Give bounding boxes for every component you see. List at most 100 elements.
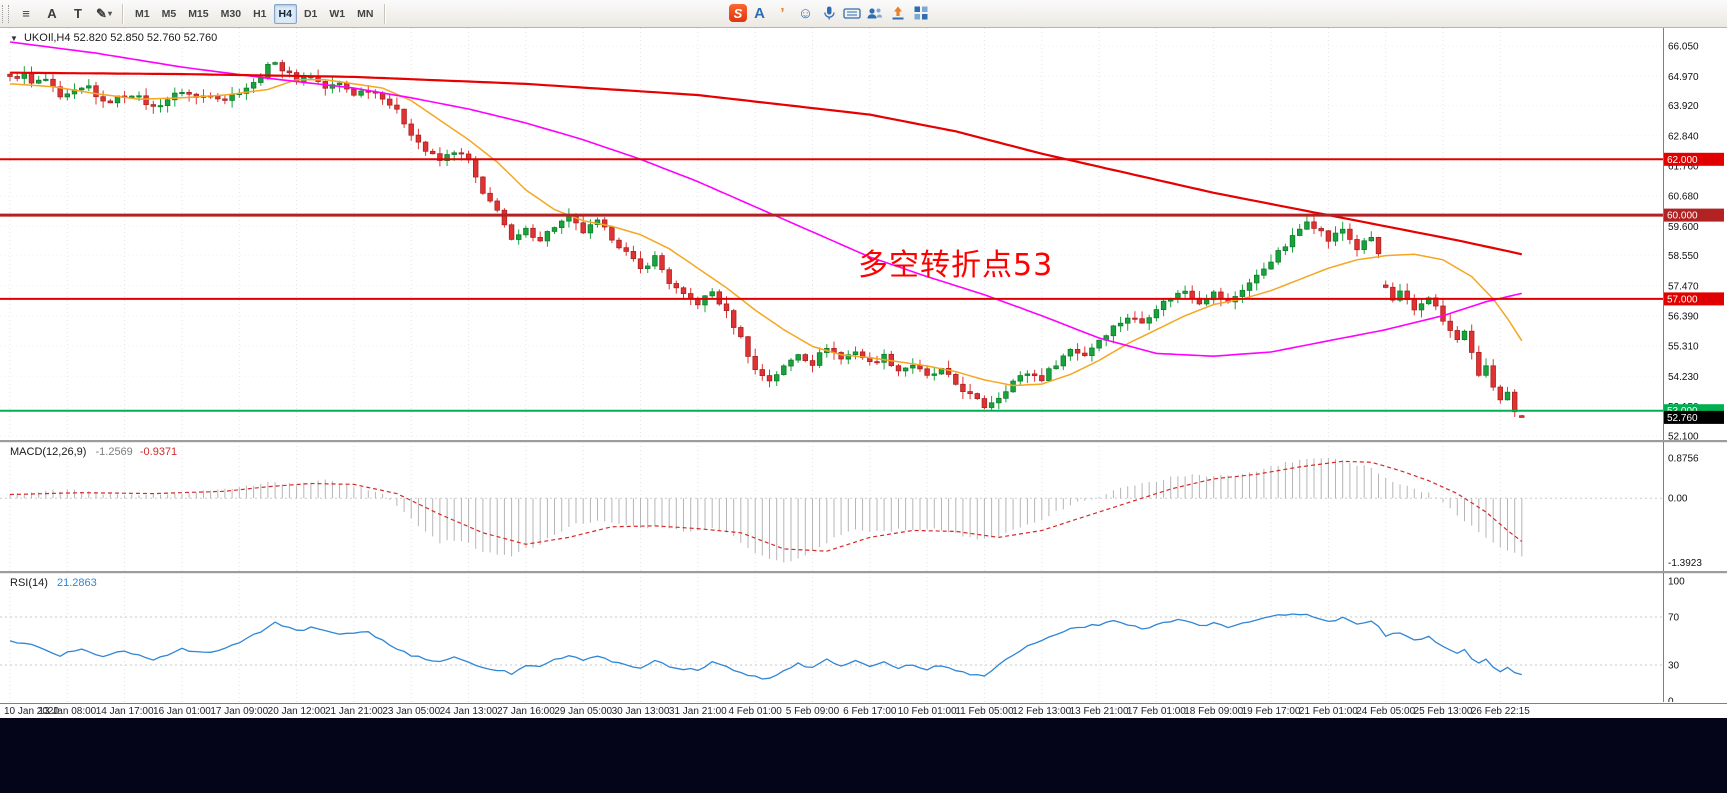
tf-button-m30[interactable]: M30 [216, 4, 246, 24]
draw-tool-button[interactable]: ✎ ▾ [91, 2, 117, 26]
keyboard-icon[interactable] [841, 2, 862, 24]
tf-button-h1[interactable]: H1 [248, 4, 271, 24]
svg-text:63.920: 63.920 [1668, 101, 1699, 112]
quote-icon[interactable]: ’ [780, 4, 785, 22]
time-axis-label: 5 Feb 09:00 [785, 706, 840, 717]
time-axis-label: 18 Feb 09:00 [1184, 706, 1244, 717]
svg-text:61.760: 61.760 [1668, 162, 1699, 173]
macd-signal-value: -0.9371 [139, 446, 178, 458]
toolbar: ≡ A T ✎ ▾ M1 M5 M15 M30 H1 H4 D1 W1 MN S A ’ ☺ [0, 0, 1727, 28]
time-axis[interactable]: 10 Jan 2020 13 Jan 08:00 14 Jan 17:00 16 Ja… [0, 703, 1727, 719]
rsi-pane[interactable]: 100 70 30 0 [0, 573, 1727, 702]
macd-pane-splitter[interactable] [0, 440, 1727, 443]
svg-text:60.000: 60.000 [1667, 211, 1698, 222]
svg-text:52.100: 52.100 [1668, 431, 1699, 440]
svg-text:55.310: 55.310 [1668, 342, 1699, 353]
time-axis-label: 29 Jan 05:00 [554, 706, 613, 717]
time-axis-label: 26 Feb 22:15 [1470, 706, 1530, 717]
toolbar-grip[interactable] [2, 4, 9, 23]
dropdown-caret-icon: ▾ [107, 9, 112, 18]
contacts-icon[interactable] [864, 2, 885, 24]
svg-text:66.050: 66.050 [1668, 42, 1699, 53]
time-axis-label: 13 Feb 21:00 [1069, 706, 1129, 717]
chart-annotation-text[interactable]: 多空转折点53 [858, 248, 1054, 283]
time-axis-label: 24 Jan 13:00 [439, 706, 498, 717]
time-axis-label: 10 Jan 2020 [4, 706, 60, 717]
macd-header: MACD(12,26,9) -1.2569 -0.9371 [10, 446, 177, 458]
svg-text:0: 0 [1668, 697, 1674, 703]
time-axis-label: 24 Feb 05:00 [1356, 706, 1416, 717]
svg-text:-1.3923: -1.3923 [1668, 558, 1702, 569]
svg-text:62.840: 62.840 [1668, 131, 1699, 142]
tf-button-h4[interactable]: H4 [273, 3, 297, 24]
text-tool-a[interactable]: A [47, 6, 57, 21]
chart-ohlc-header: ▼ UKOIl,H4 52.820 52.850 52.760 52.760 [10, 32, 217, 44]
toolbar-separator [122, 3, 124, 24]
upload-icon[interactable] [887, 2, 908, 24]
rsi-pane-splitter[interactable] [0, 571, 1727, 574]
tf-button-m1[interactable]: M1 [130, 4, 155, 24]
svg-text:0.8756: 0.8756 [1668, 453, 1699, 464]
svg-text:54.230: 54.230 [1668, 372, 1699, 383]
ohlc-values: 52.820 52.850 52.760 52.760 [73, 32, 218, 44]
toolbar-right-icons: S A ’ ☺ [728, 2, 932, 24]
svg-text:100: 100 [1668, 577, 1685, 588]
text-tool-t[interactable]: T [74, 6, 82, 21]
tf-button-w1[interactable]: W1 [324, 4, 350, 24]
apps-grid-icon[interactable] [910, 2, 931, 24]
time-axis-label: 20 Jan 12:00 [267, 706, 326, 717]
time-axis-label: 23 Jan 05:00 [382, 706, 441, 717]
tf-button-d1[interactable]: D1 [299, 4, 322, 24]
macd-pane[interactable]: 0.8756 0.00 -1.3923 [0, 442, 1727, 571]
svg-text:70: 70 [1668, 613, 1680, 624]
svg-text:30: 30 [1668, 661, 1680, 672]
time-axis-label: 30 Jan 13:00 [611, 706, 670, 717]
annotate-a-icon[interactable]: A [754, 4, 765, 22]
symbol-timeframe-label: UKOIl,H4 [23, 32, 71, 44]
svg-text:62.000: 62.000 [1667, 155, 1698, 166]
time-axis-label: 14 Jan 17:00 [95, 706, 154, 717]
time-axis-label: 13 Jan 08:00 [38, 706, 97, 717]
pen-icon: ✎ [96, 5, 107, 21]
time-axis-label: 17 Feb 01:00 [1126, 706, 1186, 717]
timeframe-group: M1 M5 M15 M30 H1 H4 D1 W1 MN [129, 3, 379, 24]
svg-text:0.00: 0.00 [1668, 494, 1688, 505]
main-price-pane[interactable]: 66.050 64.970 63.920 62.840 61.760 60.680 59.6… [0, 28, 1727, 440]
rsi-value: 21.2863 [56, 577, 97, 589]
time-axis-label: 31 Jan 21:00 [668, 706, 727, 717]
time-axis-label: 27 Jan 16:00 [496, 706, 555, 717]
macd-label: MACD(12,26,9) [10, 446, 87, 458]
svg-text:58.550: 58.550 [1668, 251, 1699, 262]
time-axis-label: 16 Jan 01:00 [153, 706, 211, 717]
microphone-icon[interactable] [818, 2, 839, 24]
charts-list-icon[interactable]: ≡ [22, 6, 30, 21]
svg-text:52.760: 52.760 [1667, 413, 1698, 424]
svg-text:64.970: 64.970 [1668, 72, 1699, 83]
time-axis-label: 25 Feb 13:00 [1413, 706, 1473, 717]
tf-button-m15[interactable]: M15 [183, 4, 213, 24]
macd-main-value: -1.2569 [95, 446, 133, 458]
symbol-dropdown-icon[interactable]: ▼ [10, 34, 18, 43]
time-axis-label: 19 Feb 17:00 [1241, 706, 1301, 717]
rsi-label: RSI(14) [10, 577, 48, 589]
smiley-icon[interactable]: ☺ [797, 4, 814, 22]
svg-text:57.470: 57.470 [1668, 281, 1699, 292]
time-axis-label: 10 Feb 01:00 [897, 706, 957, 717]
time-axis-label: 12 Feb 13:00 [1012, 706, 1072, 717]
tf-button-m5[interactable]: M5 [157, 4, 182, 24]
chart-region: 66.050 64.970 63.920 62.840 61.760 60.680 59.6… [0, 28, 1727, 719]
svg-text:57.000: 57.000 [1667, 294, 1698, 305]
time-axis-label: 11 Feb 05:00 [955, 706, 1014, 717]
svg-text:59.600: 59.600 [1668, 222, 1699, 233]
time-axis-label: 21 Feb 01:00 [1298, 706, 1358, 717]
tf-button-mn[interactable]: MN [352, 4, 378, 24]
time-axis-label: 6 Feb 17:00 [843, 706, 897, 717]
time-axis-label: 21 Jan 21:00 [324, 706, 383, 717]
time-axis-label: 4 Feb 01:00 [728, 706, 782, 717]
rsi-header: RSI(14) 21.2863 [10, 577, 97, 589]
time-axis-label: 17 Jan 09:00 [210, 706, 269, 717]
svg-text:56.390: 56.390 [1668, 312, 1699, 323]
ths-logo-icon[interactable]: S [729, 4, 747, 22]
svg-text:60.680: 60.680 [1668, 192, 1699, 203]
toolbar-separator [384, 3, 387, 24]
